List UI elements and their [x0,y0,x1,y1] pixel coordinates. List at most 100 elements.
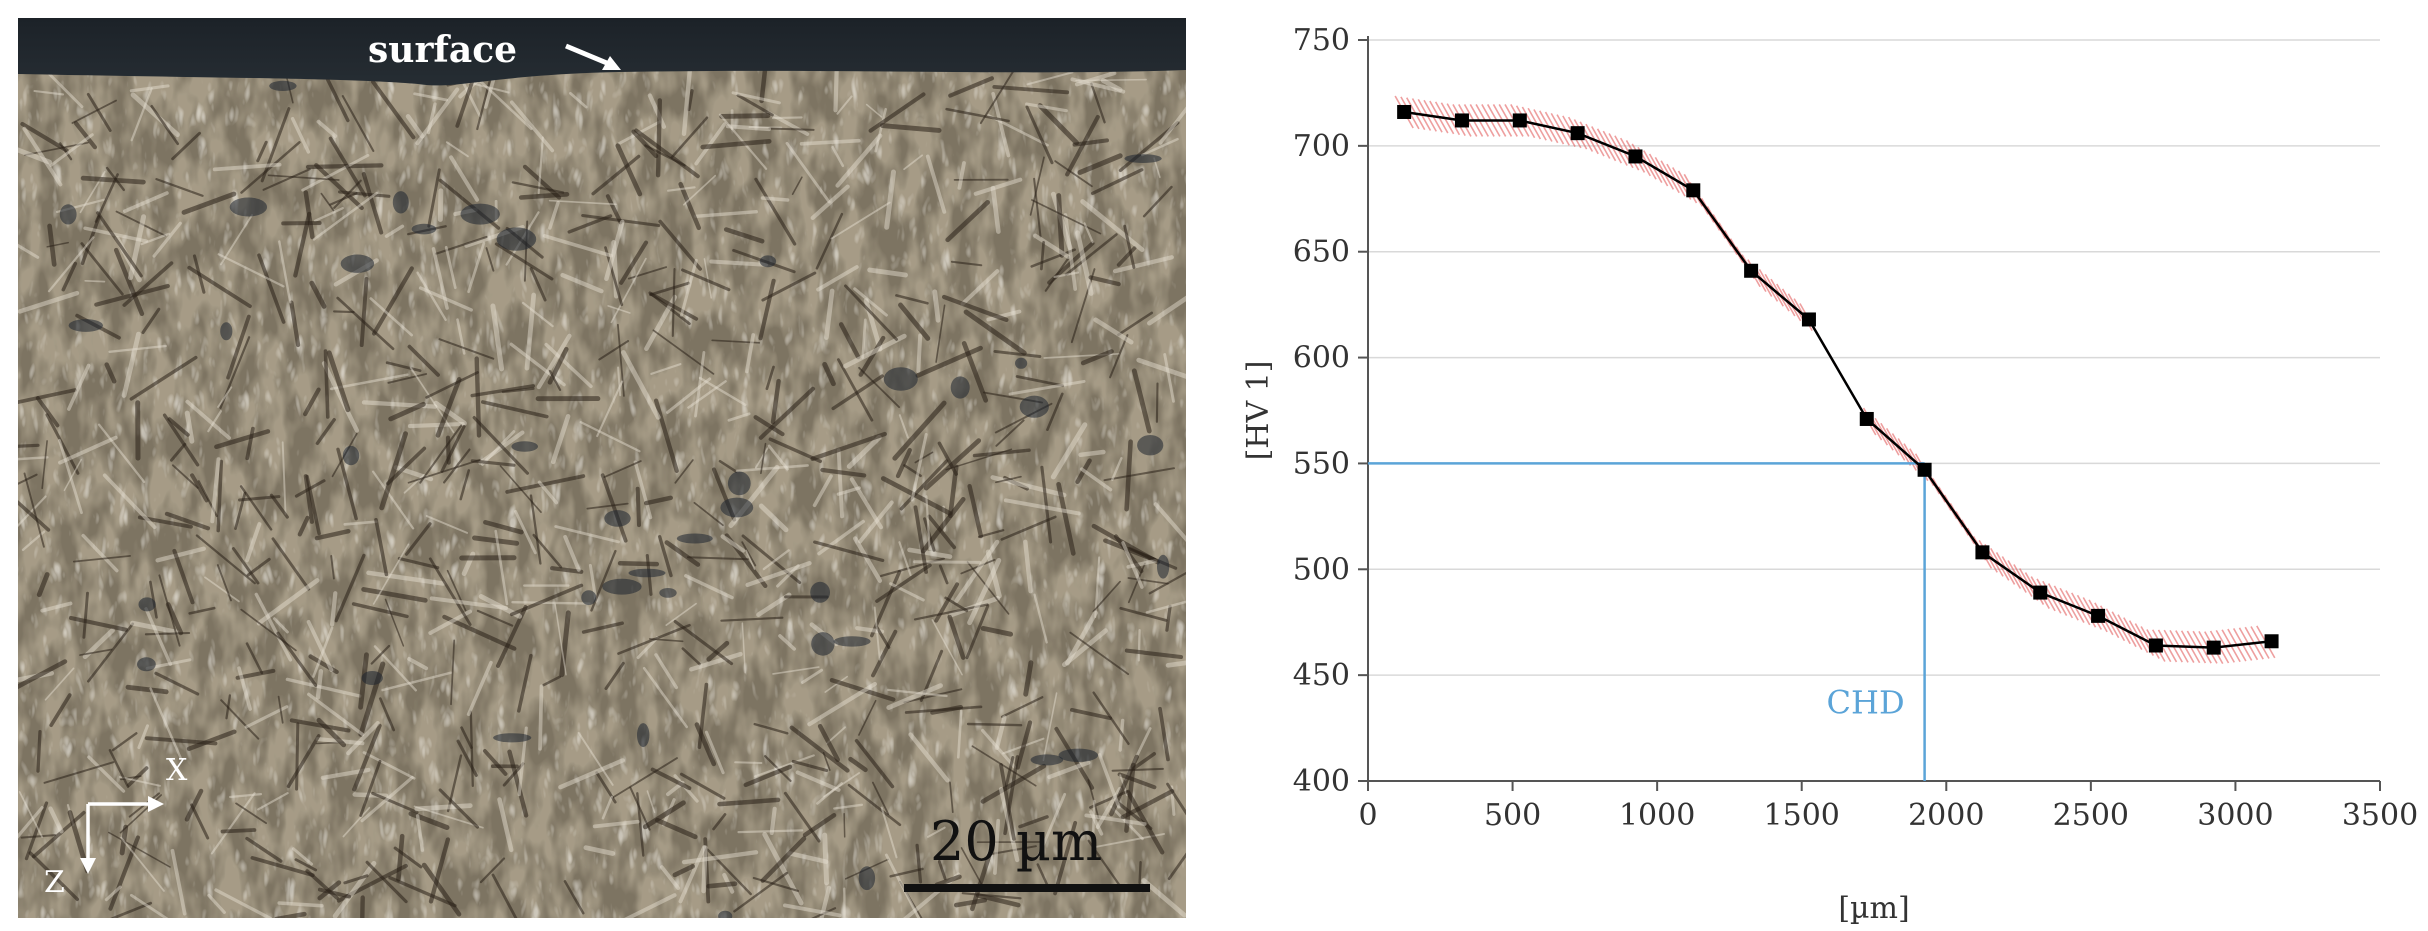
texture-needle [858,335,886,377]
texture-needle [1111,457,1123,481]
texture-needle [938,564,949,585]
texture-needle [170,848,187,916]
texture-needle [18,290,80,314]
texture-needle [314,529,351,541]
texture-needle [960,269,1000,306]
texture-needle [899,880,923,918]
texture-needle [778,634,797,651]
texture-needle [1069,631,1130,675]
texture-needle [1031,199,1102,235]
texture-needle [333,310,355,314]
texture-needle [634,128,700,179]
texture-needle [1109,334,1129,379]
texture-needle [130,620,180,635]
texture-needle [20,834,57,839]
texture-needle [472,535,520,546]
texture-needle [689,651,743,672]
texture-needle [1165,604,1172,632]
texture-needle [980,728,1017,769]
texture-needle [385,361,422,373]
texture-needle [799,138,861,146]
texture-needle [914,451,934,464]
texture-needle [428,557,472,626]
texture-needle [518,192,570,200]
texture-needle [1124,762,1136,833]
texture-needle [46,241,69,248]
texture-needle [704,730,725,775]
texture-needle [28,851,79,901]
texture-needle [1094,556,1101,619]
texture-needle [720,616,784,622]
texture-needle [408,811,450,830]
texture-needle [517,653,533,713]
texture-needle [1078,449,1106,458]
texture-needle [889,867,924,878]
texture-needle [847,783,902,827]
texture-needle [727,412,751,422]
texture-needle [289,300,301,348]
texture-needle [706,881,738,889]
texture-needle [875,563,932,603]
texture-needle [1062,628,1108,667]
texture-pore [720,497,754,518]
texture-needle [666,377,712,414]
texture-pore [759,255,777,268]
texture-pore [1137,435,1164,456]
texture-needle [307,692,365,737]
texture-pore [718,910,733,918]
texture-needle [102,473,157,530]
texture-needle [449,155,480,202]
texture-needle [1155,382,1159,423]
scale-bar [904,884,1150,892]
texture-needle [681,66,693,137]
texture-needle [111,732,138,752]
texture-needle [1145,600,1186,614]
texture-needle [1087,839,1122,888]
texture-needle [1140,137,1179,157]
texture-needle [274,911,307,918]
texture-needle [276,631,318,687]
texture-pore [604,510,631,527]
texture-needle [960,847,985,890]
texture-needle [817,723,840,762]
texture-needle [903,464,922,478]
texture-needle [913,603,989,621]
texture-needle [567,214,613,234]
texture-needle [758,278,776,341]
texture-pore [496,227,537,251]
texture-needle [229,792,263,799]
texture-needle [736,93,774,117]
texture-needle [1091,799,1096,841]
texture-needle [791,759,829,772]
texture-needle [1090,82,1106,124]
data-point [1859,411,1874,426]
texture-needle [753,415,785,437]
texture-needle [164,511,211,531]
texture-needle [1025,102,1068,113]
texture-needle [538,684,544,751]
texture-needle [155,546,206,563]
texture-needle [431,247,449,310]
texture-needle [1087,779,1100,819]
texture-needle [1125,789,1165,855]
texture-needle [965,604,990,660]
texture-needle [947,464,959,519]
x-tick-label: 3000 [2197,798,2273,833]
texture-needle [482,749,508,776]
texture-needle [321,361,360,433]
texture-needle [554,525,620,544]
texture-needle [291,847,314,866]
texture-needle [240,141,301,194]
texture-needle [908,732,950,783]
texture-needle [359,759,382,817]
texture-needle [932,289,941,323]
texture-needle [649,281,691,297]
texture-needle [758,386,816,440]
texture-needle [104,885,122,902]
texture-needle [822,751,831,771]
texture-needle [81,533,119,573]
texture-needle [322,70,350,123]
texture-needle [1077,153,1123,175]
texture-needle [129,84,170,93]
texture-needle [960,558,996,575]
